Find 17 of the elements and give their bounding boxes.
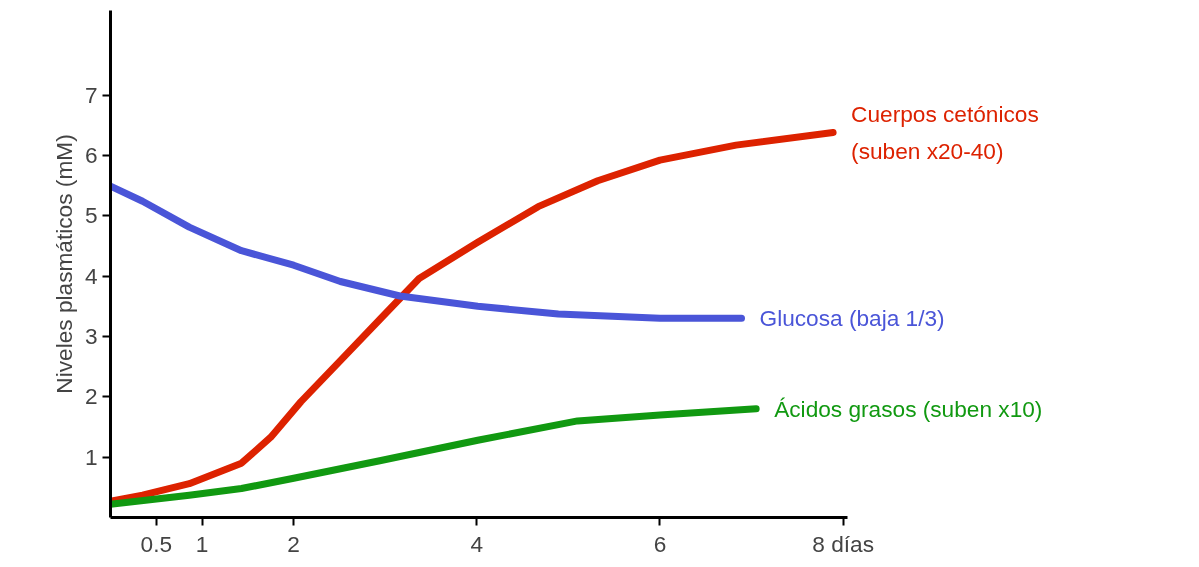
series-label: Ácidos grasos (suben x10) (774, 395, 1043, 422)
x-tick-label: 0.5 (140, 530, 173, 557)
y-tick-label: 3 (84, 322, 98, 349)
series-label: Glucosa (baja 1/3) (759, 305, 945, 332)
y-tick-label: 7 (84, 81, 98, 108)
x-tick-label: 1 (195, 530, 209, 557)
x-tick-label: 8 días (812, 530, 875, 557)
series-label: Cuerpos cetónicos (suben x20-40) (851, 101, 1039, 164)
x-tick-label: 2 (287, 530, 300, 557)
y-tick-label: 1 (84, 443, 98, 470)
y-axis-title: Niveles plasmáticos (mM) (50, 134, 77, 394)
y-tick-label: 6 (84, 141, 98, 168)
y-tick-label: 2 (84, 383, 98, 410)
x-tick-label: 4 (470, 530, 484, 557)
y-tick-label: 4 (84, 262, 98, 289)
y-tick-label: 5 (84, 202, 98, 229)
x-tick-label: 6 (653, 530, 667, 557)
